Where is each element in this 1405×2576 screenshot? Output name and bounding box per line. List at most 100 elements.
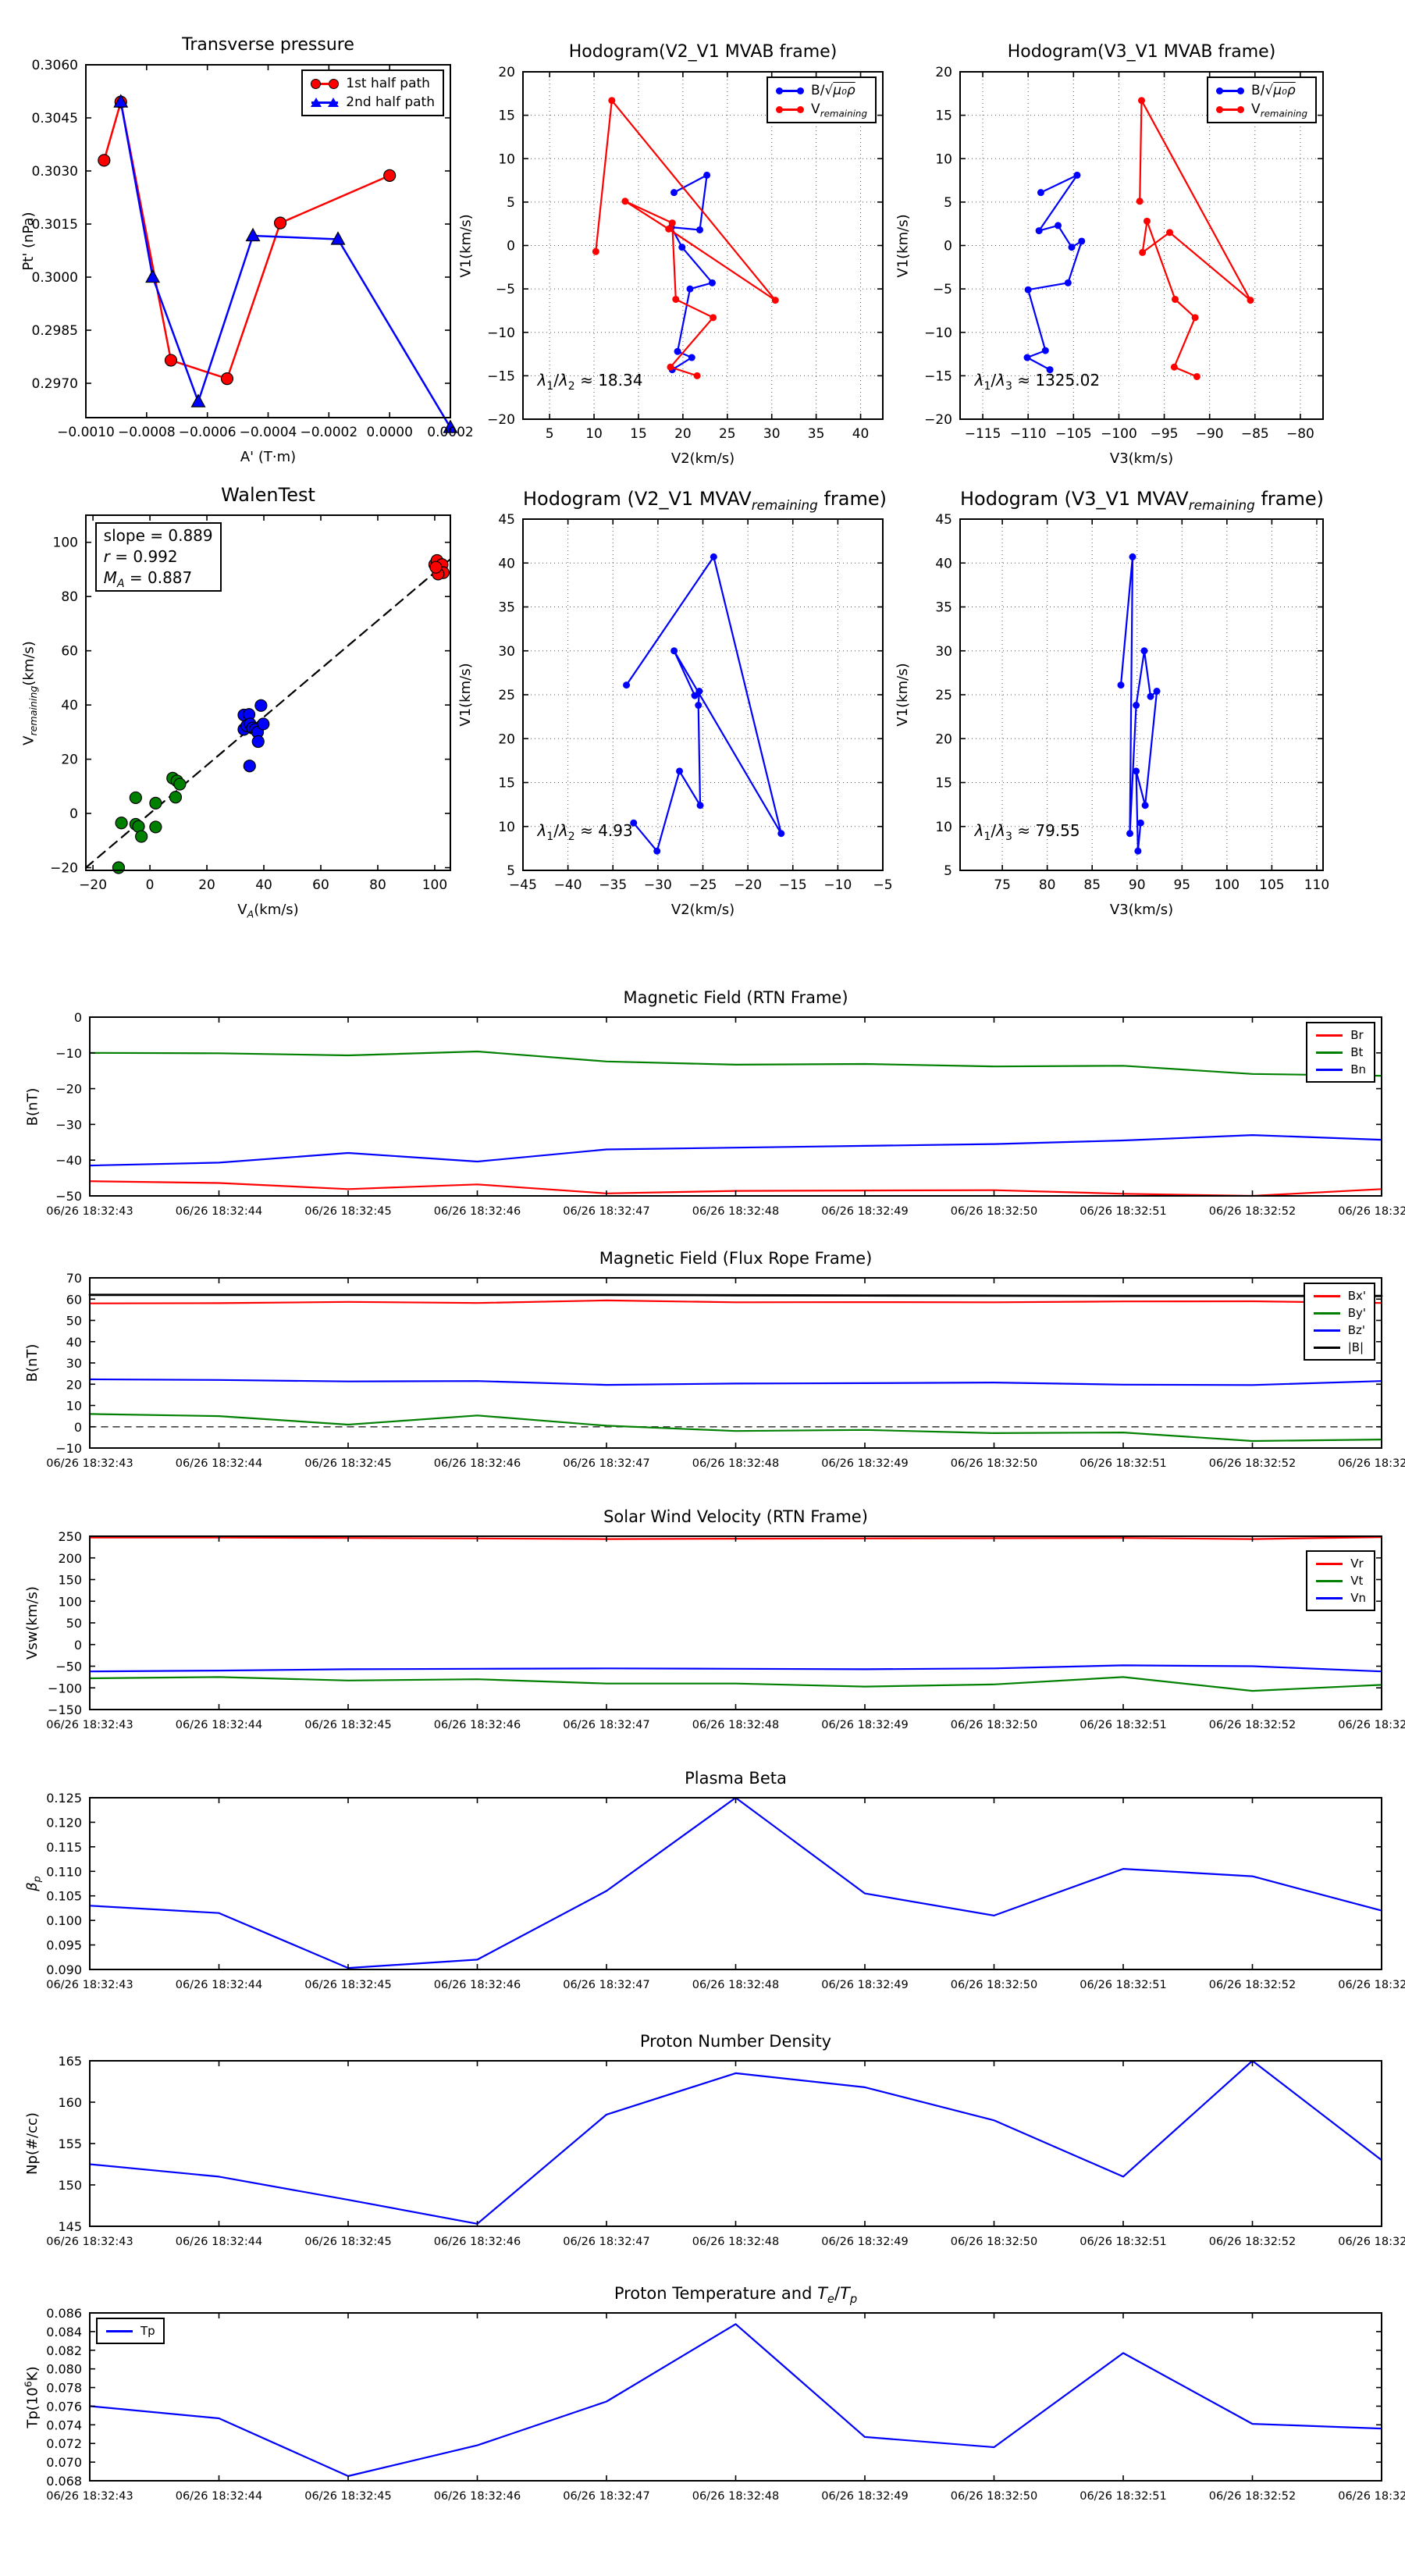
proton-temperature-ylabel: Tp(106K) — [22, 2365, 41, 2428]
svg-text:0.115: 0.115 — [46, 1840, 82, 1855]
svg-text:60: 60 — [61, 644, 78, 660]
svg-text:06/26 18:32:43: 06/26 18:32:43 — [46, 1719, 133, 1731]
legend-entry: Bx' — [1313, 1287, 1366, 1304]
svg-text:06/26 18:32:52: 06/26 18:32:52 — [1209, 1719, 1297, 1731]
svg-text:0.090: 0.090 — [46, 1962, 82, 1977]
legend-entry: Bn — [1315, 1061, 1366, 1078]
svg-text:06/26 18:32:52: 06/26 18:32:52 — [1209, 1205, 1297, 1218]
legend-sample — [1313, 1307, 1341, 1319]
svg-text:45: 45 — [498, 512, 515, 528]
legend-entry: Bt — [1315, 1044, 1366, 1061]
svg-text:250: 250 — [58, 1529, 82, 1544]
hodogram-v3v1-mvab-annotation-0: λ1/λ3 ≈ 1325.02 — [974, 370, 1101, 393]
chart-hodogram-v2v1-mvab: 5 10 15 20 25 30 35 40 −20 −15 −10 −5 0 5 10 15 20 — [487, 65, 884, 442]
svg-text:10: 10 — [935, 820, 952, 835]
svg-text:0.068: 0.068 — [46, 2474, 82, 2489]
legend-sample — [1315, 1592, 1343, 1604]
plasma-beta-title: Plasma Beta — [685, 1769, 787, 1788]
svg-text:10: 10 — [66, 1399, 82, 1414]
svg-text:−0.0004: −0.0004 — [240, 425, 297, 440]
svg-text:160: 160 — [58, 2095, 82, 2110]
svg-text:75: 75 — [994, 877, 1011, 893]
svg-text:15: 15 — [498, 109, 515, 124]
svg-text:0.120: 0.120 — [46, 1815, 82, 1830]
svg-text:40: 40 — [255, 877, 272, 893]
svg-text:0.080: 0.080 — [46, 2362, 82, 2377]
svg-text:0.072: 0.072 — [46, 2436, 82, 2451]
legend-entry: B/√μ₀ρ — [776, 81, 867, 100]
svg-text:5: 5 — [507, 195, 515, 211]
svg-text:20: 20 — [674, 426, 692, 442]
solar-wind-velocity-rtn-ylabel: Vsw(km/s) — [24, 1586, 41, 1660]
svg-text:5: 5 — [944, 863, 952, 879]
proton-number-density-title: Proton Number Density — [639, 2032, 832, 2051]
svg-text:0.0000: 0.0000 — [366, 425, 412, 440]
svg-text:40: 40 — [852, 426, 870, 442]
hodogram-v3v1-mvab-ylabel: V1(km/s) — [895, 213, 911, 278]
transverse-pressure-legend: 1st half path 2nd half path — [301, 69, 444, 116]
svg-text:−20: −20 — [924, 412, 952, 428]
chart-transverse-pressure: −0.0010 −0.0008 −0.0006 −0.0004 −0.0002 0.000… — [32, 58, 474, 440]
svg-text:−25: −25 — [689, 877, 717, 893]
svg-text:15: 15 — [498, 776, 515, 792]
proton-number-density-ylabel: Np(#/cc) — [24, 2112, 41, 2175]
magnetic-field-rtn-title: Magnetic Field (RTN Frame) — [623, 988, 848, 1007]
svg-text:85: 85 — [1083, 877, 1101, 893]
svg-text:−90: −90 — [1196, 426, 1224, 442]
legend-entry: By' — [1313, 1304, 1366, 1322]
svg-text:06/26 18:32:52: 06/26 18:32:52 — [1209, 2236, 1297, 2248]
svg-text:−80: −80 — [1286, 426, 1314, 442]
transverse-pressure-xlabel: A' (T·m) — [240, 449, 297, 465]
svg-text:06/26 18:32:48: 06/26 18:32:48 — [692, 2236, 780, 2248]
svg-text:06/26 18:32:51: 06/26 18:32:51 — [1080, 2236, 1167, 2248]
svg-text:5: 5 — [507, 863, 515, 879]
svg-text:06/26 18:32:43: 06/26 18:32:43 — [46, 1979, 133, 1991]
svg-text:200: 200 — [58, 1551, 82, 1566]
chart-walen-test: −20 0 20 40 60 80 100 −20 0 20 40 60 80 100 — [50, 514, 452, 893]
svg-text:40: 40 — [61, 698, 78, 713]
walen-test-ylabel: Vremaining(km/s) — [20, 640, 39, 745]
svg-text:06/26 18:32:48: 06/26 18:32:48 — [692, 1205, 780, 1218]
svg-text:0.3015: 0.3015 — [32, 217, 78, 233]
svg-text:105: 105 — [1259, 877, 1284, 893]
svg-text:06/26 18:32:45: 06/26 18:32:45 — [304, 1979, 392, 1991]
svg-text:−95: −95 — [1151, 426, 1179, 442]
legend-entry: 1st half path — [311, 74, 435, 93]
svg-text:90: 90 — [1129, 877, 1146, 893]
svg-text:−10: −10 — [487, 326, 515, 341]
legend-sample — [1313, 1341, 1341, 1354]
svg-text:0: 0 — [69, 806, 78, 822]
svg-text:06/26 18:32:46: 06/26 18:32:46 — [434, 1457, 521, 1470]
svg-text:10: 10 — [498, 820, 515, 835]
svg-text:06/26 18:32:50: 06/26 18:32:50 — [951, 1457, 1038, 1470]
svg-text:20: 20 — [198, 877, 215, 893]
legend-sample — [105, 2325, 133, 2337]
svg-text:−20: −20 — [487, 412, 515, 428]
svg-text:35: 35 — [935, 600, 952, 616]
svg-text:06/26 18:32:46: 06/26 18:32:46 — [434, 2236, 521, 2248]
svg-text:−50: −50 — [55, 1660, 82, 1674]
svg-text:30: 30 — [66, 1356, 82, 1371]
svg-text:80: 80 — [369, 877, 386, 893]
svg-text:−100: −100 — [48, 1681, 82, 1695]
svg-text:0.3030: 0.3030 — [32, 164, 78, 180]
svg-text:50: 50 — [66, 1314, 82, 1329]
walen-test-title: WalenTest — [221, 484, 315, 506]
chart-hodogram-v3v1-mvab: −115 −110 −105 −100 −95 −90 −85 −80 −20 −15 −10 −5 0… — [924, 65, 1324, 442]
svg-text:06/26 18:32:43: 06/26 18:32:43 — [46, 2236, 133, 2248]
svg-text:−0.0006: −0.0006 — [179, 425, 237, 440]
svg-text:−110: −110 — [1010, 426, 1047, 442]
svg-text:−35: −35 — [599, 877, 627, 893]
svg-text:15: 15 — [630, 426, 647, 442]
svg-text:20: 20 — [498, 731, 515, 747]
svg-text:30: 30 — [763, 426, 781, 442]
svg-text:165: 165 — [58, 2054, 82, 2069]
svg-text:−15: −15 — [924, 368, 952, 384]
svg-text:150: 150 — [58, 1573, 82, 1588]
svg-text:06/26 18:32:43: 06/26 18:32:43 — [46, 2490, 133, 2503]
legend-entry: 2nd half path — [311, 93, 435, 112]
svg-text:35: 35 — [808, 426, 825, 442]
svg-text:06/26 18:32:44: 06/26 18:32:44 — [176, 1979, 263, 1991]
